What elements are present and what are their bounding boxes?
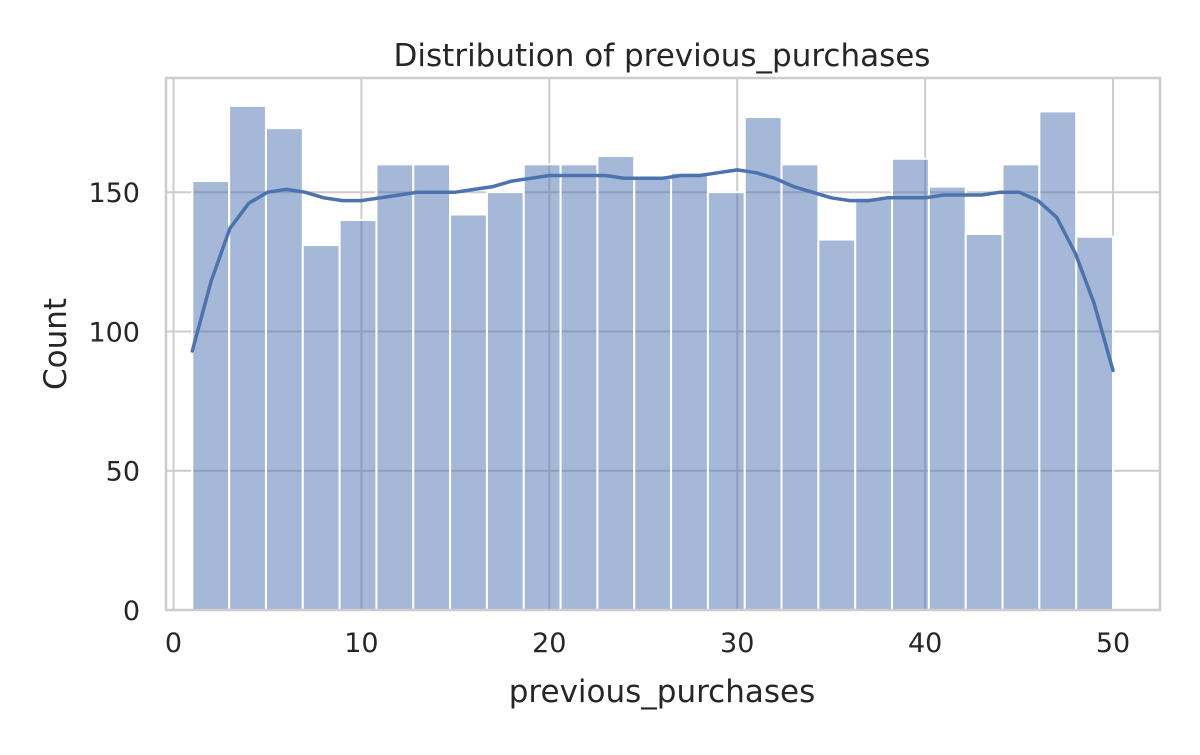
x-tick-label: 20	[532, 628, 566, 659]
histogram-bar	[596, 154, 636, 611]
histogram-bars	[191, 104, 1115, 612]
chart-title: Distribution of previous_purchases	[394, 38, 931, 74]
histogram-bar	[891, 157, 930, 611]
y-axis-label: Count	[38, 298, 74, 390]
histogram-bar	[522, 163, 562, 611]
histogram-bar	[228, 104, 267, 612]
histogram-bar	[670, 171, 709, 611]
histogram-bar	[264, 127, 304, 611]
kde-curve	[190, 168, 1115, 373]
y-tick-label: 50	[106, 457, 140, 488]
histogram-bar	[1001, 163, 1041, 611]
kde-curve-layer	[190, 168, 1115, 373]
histogram-bar	[706, 191, 746, 612]
histogram-bar	[964, 232, 1004, 611]
x-tick-label: 30	[720, 628, 754, 659]
histogram-bar	[927, 185, 967, 611]
x-tick-label: 0	[165, 628, 182, 659]
histogram-bar	[338, 219, 378, 611]
x-tick-label: 40	[908, 628, 942, 659]
x-tick-label: 10	[344, 628, 378, 659]
y-tick-label: 150	[88, 178, 140, 209]
y-tick-label: 0	[123, 596, 140, 627]
histogram-bar	[780, 163, 820, 611]
x-tick-labels: 0 10 20 30 40 50	[165, 628, 1130, 659]
histogram-bar	[485, 191, 525, 612]
y-tick-label: 100	[88, 317, 140, 348]
histogram-bar	[854, 196, 894, 612]
histogram-bar	[817, 238, 857, 611]
histogram-bar	[1075, 235, 1115, 611]
histogram-bar	[449, 213, 488, 611]
x-tick-label: 50	[1096, 628, 1130, 659]
histogram-bar	[1038, 110, 1078, 612]
histogram-bar	[633, 177, 673, 611]
plot-frame	[164, 76, 1162, 612]
x-axis-label: previous_purchases	[509, 674, 816, 710]
histogram-bar	[412, 163, 452, 611]
histogram-bar	[559, 163, 599, 611]
y-tick-labels: 0 50 100 150	[88, 178, 140, 627]
histogram-bar	[743, 115, 783, 612]
histogram-bar	[375, 163, 415, 611]
histogram-bar	[301, 244, 341, 611]
